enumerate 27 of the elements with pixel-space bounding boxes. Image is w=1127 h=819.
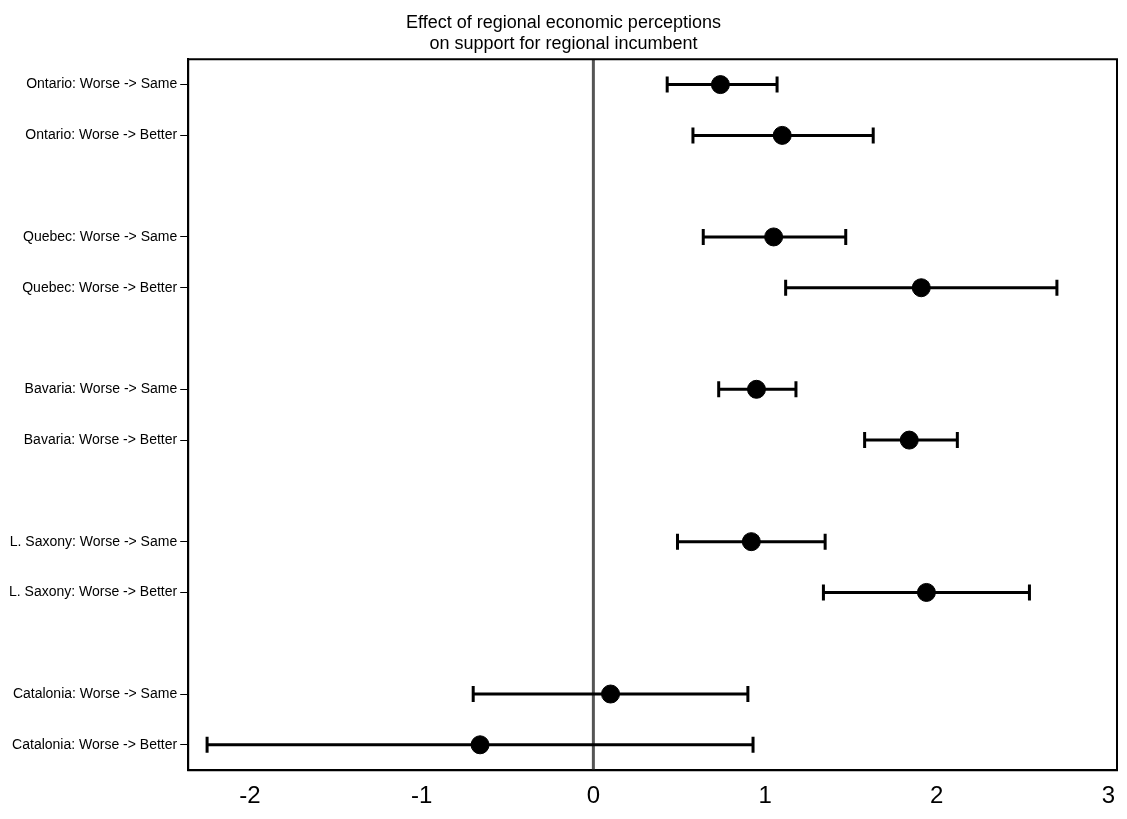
point — [746, 379, 766, 399]
x-tick-label: -2 — [239, 781, 261, 809]
y-tick-label: L. Saxony: Worse -> Better — [8, 583, 178, 600]
y-tick-label: Bavaria: Worse -> Same — [24, 380, 178, 397]
point — [911, 278, 931, 298]
y-tick-label: Ontario: Worse -> Same — [26, 75, 178, 92]
x-tick-label: -1 — [411, 781, 433, 809]
y-tick-label: Catalonia: Worse -> Better — [12, 735, 178, 752]
x-tick-label: 1 — [758, 781, 772, 809]
y-tick-label: Quebec: Worse -> Better — [22, 278, 178, 295]
point — [772, 125, 792, 145]
point — [916, 582, 936, 602]
y-tick-label: Catalonia: Worse -> Same — [12, 684, 178, 701]
y-tick-label: Bavaria: Worse -> Better — [23, 430, 178, 447]
point — [899, 430, 919, 450]
chart-title: Effect of regional economic perceptions on support for regional incumbent — [406, 11, 721, 54]
point — [710, 75, 730, 95]
x-tick-label: 3 — [1101, 781, 1116, 809]
y-tick-label: L. Saxony: Worse -> Same — [9, 532, 178, 549]
y-tick-label: Quebec: Worse -> Same — [23, 227, 178, 244]
point — [741, 532, 761, 552]
x-tick-label: 2 — [930, 781, 944, 809]
point — [601, 684, 621, 704]
y-tick-label: Ontario: Worse -> Better — [25, 126, 178, 143]
point — [764, 227, 784, 247]
x-tick-label: 0 — [586, 781, 601, 809]
point — [470, 735, 490, 755]
